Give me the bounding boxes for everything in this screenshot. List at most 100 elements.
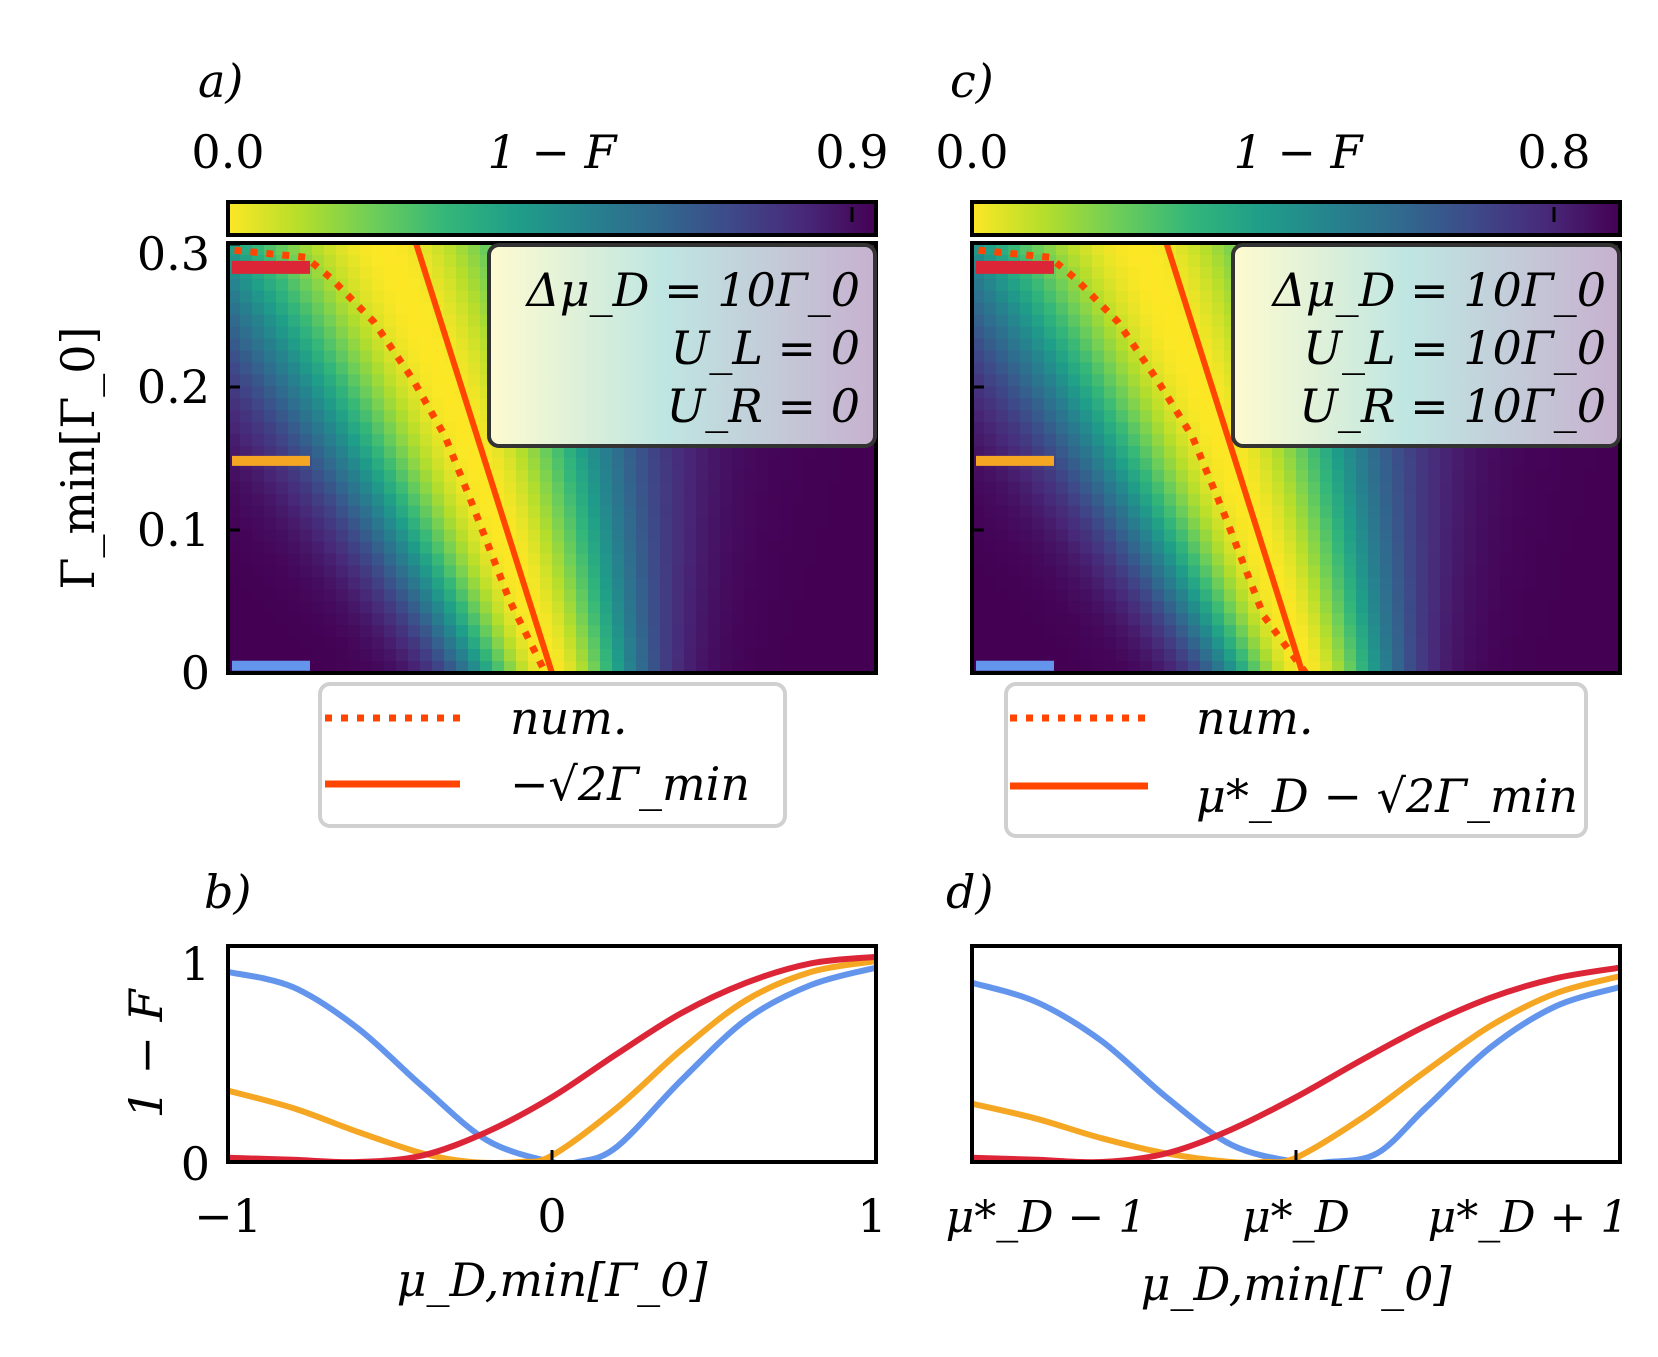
heatmap-cell: [696, 505, 709, 519]
heatmap-cell: [1404, 565, 1417, 579]
heatmap-cell: [600, 637, 613, 650]
heatmap-cell: [1320, 661, 1333, 673]
heatmap-cell: [720, 529, 733, 543]
heatmap-cell: [504, 493, 517, 507]
heatmap-cell: [300, 505, 313, 519]
heatmap-cell: [264, 410, 277, 423]
heatmap-cell: [1176, 577, 1189, 590]
heatmap-cell: [528, 505, 541, 519]
heatmap-cell: [768, 446, 781, 459]
heatmap-cell: [1092, 362, 1105, 375]
heatmap-cell: [1536, 565, 1549, 579]
heatmap-cell: [624, 661, 637, 673]
heatmap-cell: [648, 446, 661, 459]
heatmap-cell: [1224, 661, 1237, 673]
heatmap-cell: [660, 446, 673, 459]
heatmap-cell: [408, 541, 421, 555]
heatmap-cell: [1332, 589, 1345, 602]
heatmap-cell: [1488, 565, 1501, 579]
heatmap-cell: [300, 517, 313, 531]
heatmap-cell: [1092, 458, 1105, 471]
heatmap-cell: [1392, 493, 1405, 507]
heatmap-cell: [1404, 458, 1417, 471]
heatmap-cell: [372, 302, 385, 316]
heatmap-cell: [648, 458, 661, 471]
heatmap-cell: [456, 290, 469, 304]
heatmap-cell: [564, 469, 577, 483]
heatmap-cell: [468, 565, 481, 579]
heatmap-cell: [276, 637, 289, 650]
heatmap-cell: [576, 517, 589, 531]
heatmap-cell: [312, 493, 325, 507]
lines-d: [972, 964, 1620, 1162]
heatmap-cell: [432, 458, 445, 471]
heatmap-cell: [1116, 505, 1129, 519]
heatmap-cell: [828, 601, 841, 614]
heatmap-cell: [696, 613, 709, 626]
heatmap-cell: [288, 374, 301, 387]
heatmap-cell: [600, 565, 613, 579]
heatmap-cell: [600, 649, 613, 662]
heatmap-cell: [516, 661, 529, 673]
heatmap-cell: [720, 589, 733, 602]
heatmap-cell: [804, 565, 817, 579]
heatmap-cell: [1128, 505, 1141, 519]
panel-d-label: d): [946, 865, 993, 919]
heatmap-cell: [1140, 374, 1153, 387]
heatmap-cell: [1608, 613, 1620, 626]
heatmap-cell: [492, 613, 505, 626]
heatmap-cell: [336, 338, 349, 352]
heatmap-cell: [420, 314, 433, 328]
heatmap-cell: [1332, 565, 1345, 579]
heatmap-cell: [1080, 254, 1093, 268]
heatmap-cell: [468, 601, 481, 614]
heatmap-cell: [384, 278, 397, 292]
heatmap-cell: [1404, 469, 1417, 483]
heatmap-cell: [1224, 625, 1237, 638]
heatmap-cell: [1344, 529, 1357, 543]
heatmap-cell: [1116, 434, 1129, 447]
heatmap-cell: [1344, 625, 1357, 638]
heatmap-cell: [456, 565, 469, 579]
heatmap-cell: [672, 505, 685, 519]
heatmap-cell: [276, 601, 289, 614]
heatmap-cell: [1128, 398, 1141, 411]
heatmap-cell: [360, 601, 373, 614]
heatmap-cell: [1236, 589, 1249, 602]
heatmap-cell: [1152, 446, 1165, 459]
heatmap-cell: [1500, 505, 1513, 519]
heatmap-cell: [300, 302, 313, 316]
heatmap-cell: [1068, 458, 1081, 471]
heatmap-cell: [972, 529, 985, 543]
heatmap-cell: [1296, 517, 1309, 531]
heatmap-cell: [432, 481, 445, 495]
heatmap-cell: [1164, 314, 1177, 328]
heatmap-cell: [1212, 254, 1225, 268]
heatmap-cell: [360, 493, 373, 507]
xtick-b-label-1: 0: [537, 1189, 566, 1243]
heatmap-cell: [1104, 350, 1117, 364]
heatmap-cell: [1044, 326, 1057, 340]
heatmap-cell: [1488, 505, 1501, 519]
heatmap-cell: [480, 565, 493, 579]
heatmap-cell: [1116, 266, 1129, 280]
heatmap-cell: [660, 529, 673, 543]
heatmap-cell: [1164, 290, 1177, 304]
heatmap-cell: [660, 565, 673, 579]
heatmap-cell: [564, 553, 577, 567]
heatmap-cell: [336, 553, 349, 567]
colorbar-a-min: 0.0: [191, 125, 264, 179]
heatmap-cell: [1584, 661, 1597, 673]
heatmap-cell: [1128, 637, 1141, 650]
heatmap-cell: [780, 601, 793, 614]
heatmap-cell: [1560, 589, 1573, 602]
heatmap-cell: [816, 541, 829, 555]
heatmap-cell: [828, 481, 841, 495]
heatmap-cell: [276, 613, 289, 626]
heatmap-cell: [1032, 290, 1045, 304]
heatmap-cell: [804, 589, 817, 602]
colorbar-c-min: 0.0: [935, 125, 1008, 179]
heatmap-cell: [828, 661, 841, 673]
heatmap-cell: [264, 577, 277, 590]
heatmap-cell: [1092, 637, 1105, 650]
